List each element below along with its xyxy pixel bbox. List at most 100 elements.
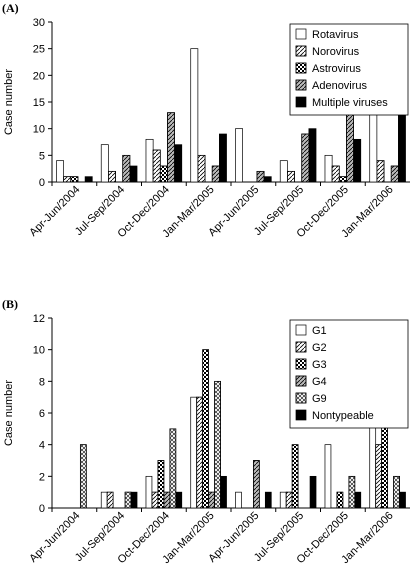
bar-pattern	[348, 475, 356, 509]
bar-pattern	[108, 170, 116, 183]
bar	[354, 491, 362, 509]
legend-swatch-pattern	[295, 62, 307, 74]
bar	[220, 475, 227, 509]
bar	[100, 491, 108, 509]
y-tick-label: 12	[33, 313, 45, 325]
panel-label: (B)	[2, 297, 18, 311]
y-tick-label: 5	[39, 150, 45, 162]
legend-label: Rotavirus	[312, 29, 359, 41]
legend-swatch	[295, 96, 307, 108]
legend-label: Multiple viruses	[312, 97, 388, 109]
bar-pattern	[196, 396, 204, 509]
legend-label: Astrovirus	[312, 63, 361, 75]
y-tick-label: 25	[33, 44, 45, 56]
legend-label: Nontypeable	[312, 410, 374, 422]
bar-pattern	[301, 133, 310, 183]
y-tick-label: 0	[39, 177, 45, 189]
y-tick-label: 0	[39, 503, 45, 515]
legend-swatch-pattern	[295, 392, 307, 404]
legend-label: G4	[312, 376, 327, 388]
y-tick-label: 10	[33, 345, 45, 357]
bar-pattern	[151, 491, 159, 509]
bar-pattern	[256, 170, 265, 183]
bar	[190, 396, 198, 509]
bar-pattern	[124, 491, 132, 509]
bar	[235, 491, 242, 509]
legend-swatch-pattern	[295, 375, 307, 387]
legend-box	[289, 23, 409, 116]
bar-pattern	[70, 176, 79, 183]
bar-pattern	[336, 491, 344, 509]
bar-pattern	[106, 491, 114, 509]
y-axis-label: Case number	[3, 69, 15, 135]
bar	[264, 491, 272, 509]
legend-swatch	[295, 28, 307, 40]
bar	[174, 144, 183, 183]
panel-label: (A)	[2, 1, 19, 15]
bar-pattern	[202, 349, 209, 509]
bar	[279, 160, 288, 183]
legend-swatch-pattern	[295, 341, 307, 353]
bar-pattern	[163, 491, 171, 509]
legend-swatch-pattern	[295, 45, 307, 57]
bar	[279, 491, 287, 509]
legend-label: G9	[312, 393, 327, 405]
bar-pattern	[375, 444, 383, 509]
bar	[235, 128, 243, 183]
bar	[263, 176, 272, 183]
bar	[308, 128, 317, 183]
legend-swatch-pattern	[295, 358, 307, 370]
bar-pattern	[331, 165, 340, 183]
bar-pattern	[63, 176, 72, 183]
bar-pattern	[211, 165, 220, 183]
bar	[399, 491, 406, 509]
bar	[100, 144, 109, 183]
bar	[175, 491, 183, 509]
bar	[145, 475, 153, 509]
bar-pattern	[157, 460, 165, 509]
bar	[324, 444, 332, 509]
y-tick-label: 2	[39, 471, 45, 483]
y-tick-label: 15	[33, 97, 45, 109]
bar	[129, 165, 138, 183]
y-tick-label: 20	[33, 70, 45, 82]
bar-pattern	[159, 165, 168, 183]
legend-label: G2	[312, 342, 327, 354]
bar-pattern	[338, 176, 347, 183]
legend-label: Norovirus	[312, 46, 360, 58]
y-tick-label: 10	[33, 124, 45, 136]
bar-pattern	[79, 444, 87, 509]
legend-swatch-pattern	[295, 79, 307, 91]
bar	[130, 491, 138, 509]
bar-pattern	[376, 160, 385, 183]
bar	[309, 475, 317, 509]
bar-pattern	[291, 444, 299, 509]
legend-label: G3	[312, 359, 327, 371]
bar	[324, 154, 333, 183]
legend-box	[289, 319, 409, 429]
bar	[190, 48, 199, 183]
bar-pattern	[152, 149, 161, 183]
bar-pattern	[253, 460, 260, 509]
y-tick-label: 30	[33, 17, 45, 29]
bar-pattern	[208, 491, 215, 509]
y-tick-label: 4	[39, 440, 45, 452]
y-tick-label: 8	[39, 376, 45, 388]
bar	[84, 176, 93, 183]
legend-label: Adenovirus	[312, 80, 368, 92]
bar-pattern	[167, 112, 175, 183]
bar-pattern	[122, 154, 131, 183]
bar-pattern	[214, 380, 221, 509]
y-tick-label: 6	[39, 408, 45, 420]
bar	[56, 160, 64, 183]
legend-label: G1	[312, 325, 327, 337]
bar	[145, 138, 154, 183]
legend-swatch	[295, 324, 307, 336]
bar	[398, 106, 406, 183]
bar-pattern	[390, 165, 399, 183]
bar-pattern	[393, 475, 400, 509]
bar-pattern	[285, 491, 293, 509]
y-axis-label: Case number	[3, 380, 15, 446]
bar-pattern	[287, 170, 295, 183]
